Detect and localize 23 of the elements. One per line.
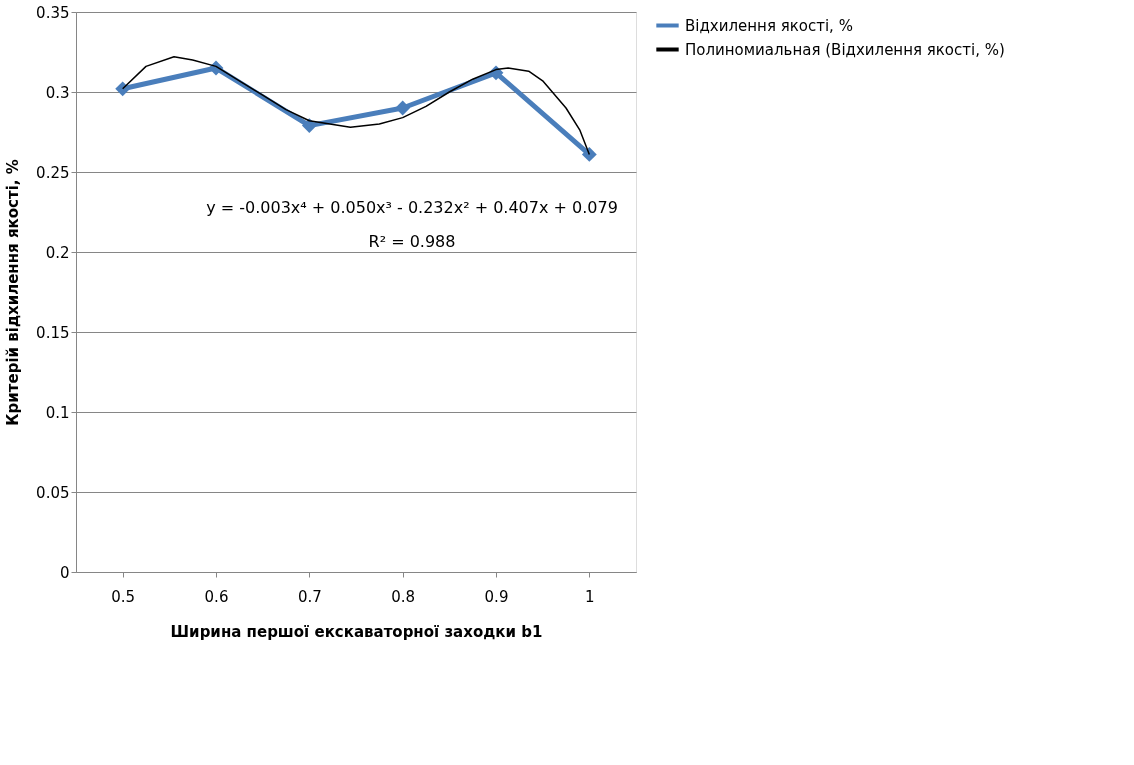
x-tick-label: 0.8 bbox=[391, 587, 416, 606]
y-tick-label: 0.3 bbox=[45, 83, 70, 102]
x-tick-label: 0.9 bbox=[484, 587, 509, 606]
x-tick-label: 0.7 bbox=[297, 587, 322, 606]
y-tick-label: 0.25 bbox=[36, 163, 70, 182]
x-tick-label: 0.5 bbox=[111, 587, 136, 606]
x-axis-title: Ширина першої екскаваторної заходки b1 bbox=[170, 622, 543, 641]
y-tick-label: 0.35 bbox=[36, 3, 70, 22]
point bbox=[301, 118, 317, 134]
legend-label: Відхилення якості, % bbox=[685, 16, 853, 35]
y-tick-label: 0.2 bbox=[45, 243, 70, 262]
y-tick-label: 0.1 bbox=[45, 403, 70, 422]
point bbox=[395, 100, 411, 116]
x-tick-label: 0.6 bbox=[204, 587, 229, 606]
annotation: R² = 0.988 bbox=[368, 232, 456, 251]
x-tick-label: 1 bbox=[585, 587, 595, 606]
y-tick-label: 0.05 bbox=[36, 483, 70, 502]
y-axis-title: Критерій відхилення якості, % bbox=[4, 159, 23, 426]
y-tick-label: 0 bbox=[59, 563, 70, 582]
y-tick-label: 0.15 bbox=[36, 323, 70, 342]
legend-label: Полиномиальная (Відхилення якості, %) bbox=[685, 40, 1005, 59]
point bbox=[581, 146, 597, 162]
annotation: y = -0.003x⁴ + 0.050x³ - 0.232x² + 0.407x + 0.079 bbox=[206, 198, 618, 217]
